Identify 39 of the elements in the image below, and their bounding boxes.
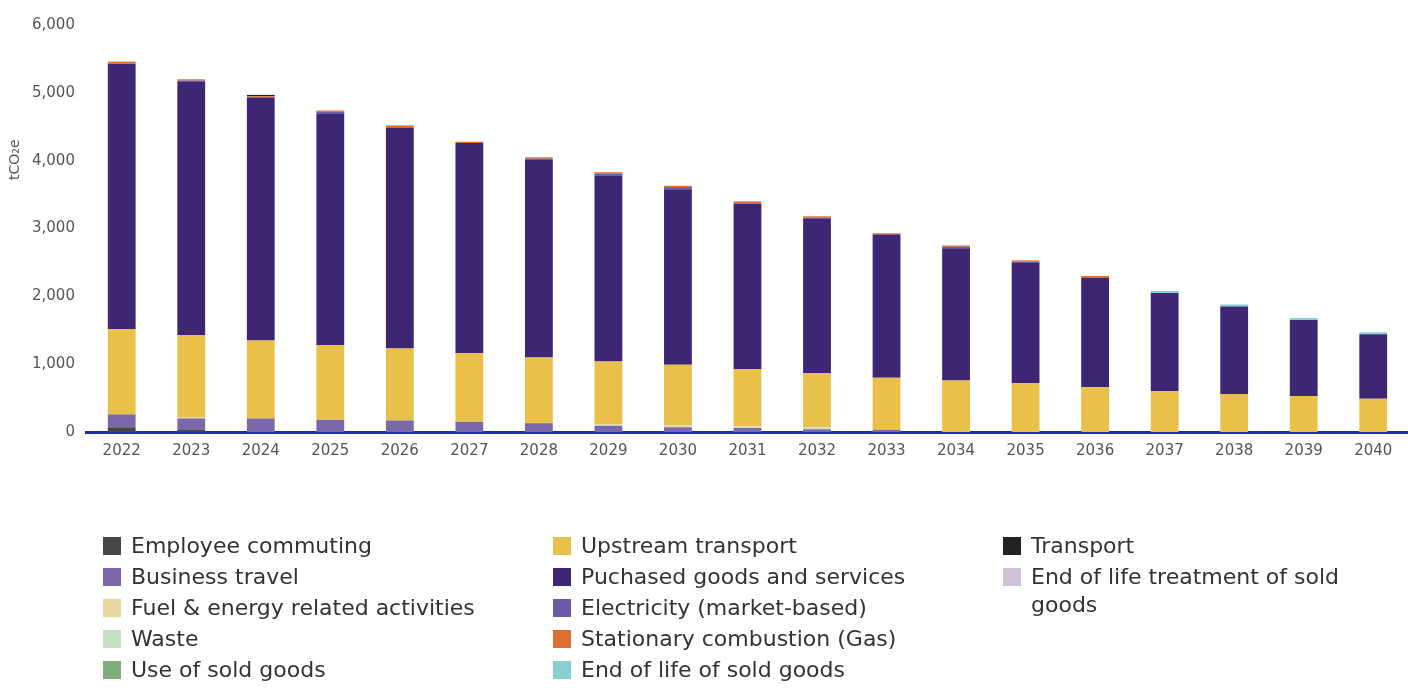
y-tick-label: 3,000 [31,218,75,237]
x-tick-label: 2033 [867,440,906,459]
legend-label: End of life of sold goods [581,656,845,684]
x-tick-label: 2039 [1284,440,1323,459]
x-tick-label: 2024 [241,440,280,459]
legend-label: Transport [1031,532,1135,560]
y-axis-title: tCO₂e [6,139,23,180]
x-tick-label: 2032 [797,440,837,459]
x-tick-label: 2026 [380,440,419,459]
y-tick-label: 0 [65,421,75,440]
x-tick-label: 2040 [1354,440,1393,459]
legend-label: End of life treatment of sold goods [1031,563,1341,619]
legend-label: Use of sold goods [131,656,326,684]
x-tick-label: 2025 [311,440,350,459]
legend-label: Business travel [131,563,299,591]
legend-label: Upstream transport [581,532,797,560]
x-tick-label: 2029 [589,440,628,459]
x-tick-label: 2036 [1076,440,1115,459]
x-tick-label: 2028 [519,440,558,459]
legend-label: Puchased goods and services [581,563,906,591]
y-tick-label: 1,000 [31,354,75,373]
x-tick-label: 2034 [936,440,976,459]
legend-label: Fuel & energy related activities [131,594,475,622]
x-tick-label: 2022 [102,440,141,459]
x-tick-label: 2037 [1145,440,1184,459]
y-tick-label: 5,000 [31,82,75,101]
x-tick-label: 2038 [1215,440,1254,459]
legend-label: Waste [131,625,199,653]
legend-label: Employee commuting [131,532,372,560]
legend-label: Electricity (market-based) [581,594,867,622]
x-tick-label: 2023 [172,440,211,459]
y-tick-label: 2,000 [31,286,75,305]
x-tick-label: 2035 [1006,440,1045,459]
legend-label: Stationary combustion (Gas) [581,625,897,653]
x-tick-label: 2030 [658,440,698,459]
y-tick-label: 6,000 [31,14,75,33]
y-tick-label: 4,000 [31,150,75,169]
x-tick-label: 2027 [450,440,489,459]
x-tick-label: 2031 [728,440,767,459]
